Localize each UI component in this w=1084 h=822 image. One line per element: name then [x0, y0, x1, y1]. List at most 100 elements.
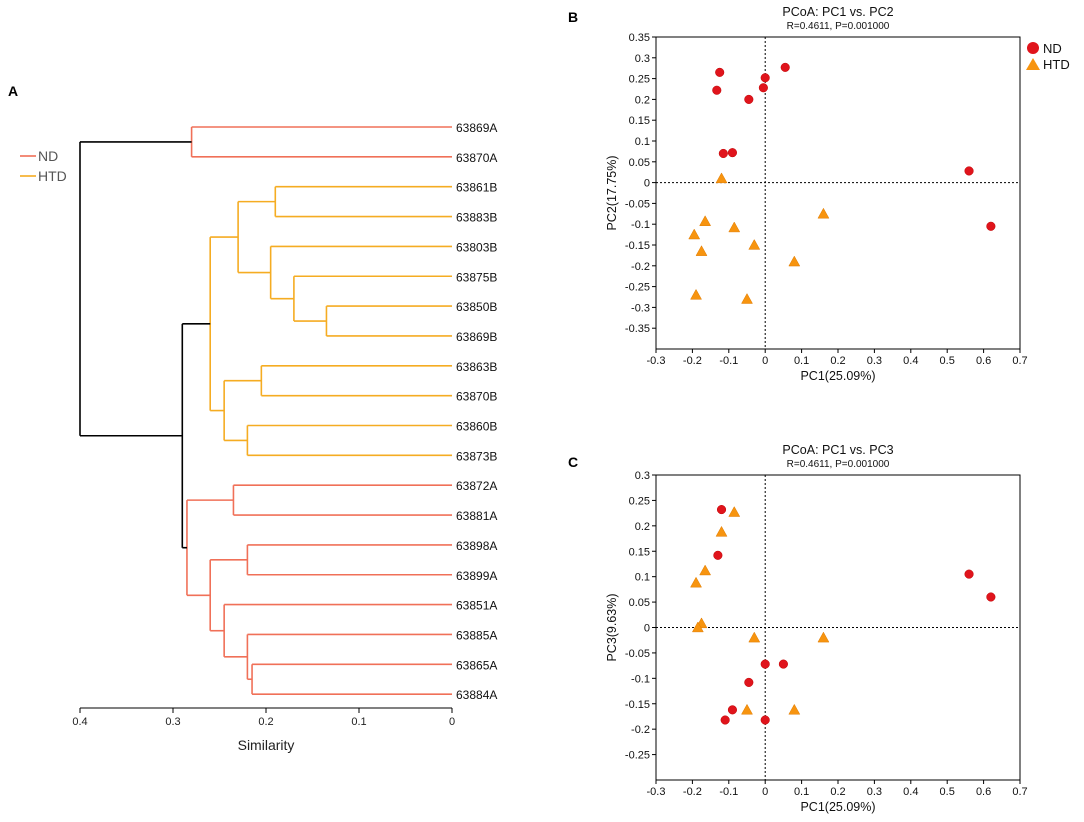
leaf-label: 63860B: [456, 420, 497, 434]
htd-point: [715, 172, 728, 184]
y-tick-label: 0.3: [635, 53, 650, 65]
leaf-label: 63851A: [456, 599, 497, 613]
leaf-label: 63881A: [456, 509, 497, 523]
plot-frame: [655, 36, 1021, 350]
leaf-label: 63803B: [456, 240, 497, 254]
legend-label: HTD: [38, 168, 67, 184]
htd-point: [788, 703, 801, 715]
y-tick-label: 0.05: [629, 597, 650, 609]
leaf-label: 63872A: [456, 479, 497, 493]
leaf-label: 63850B: [456, 300, 497, 314]
htd-point: [691, 621, 704, 633]
y-tick-label: -0.1: [631, 219, 650, 231]
x-tick-label: -0.2: [683, 355, 702, 367]
y-tick-label: -0.15: [625, 699, 650, 711]
y-tick-label: -0.2: [631, 724, 650, 736]
pcoa-pc1-pc3-panel: PCoA: PC1 vs. PC3 R=0.4611, P=0.001000 -0.…: [605, 443, 1028, 814]
legend-label: ND: [38, 148, 58, 164]
nd-point: [720, 715, 730, 725]
nd-point: [758, 83, 768, 93]
x-tick-label: 0.2: [830, 355, 845, 367]
similarity-tick-label: 0.2: [258, 716, 273, 728]
plot-title: PCoA: PC1 vs. PC2: [782, 5, 893, 19]
nd-point: [986, 592, 996, 602]
x-tick-label: 0: [762, 786, 768, 798]
similarity-tick-label: 0.3: [165, 716, 180, 728]
panel-label-b: B: [568, 9, 578, 25]
dendrogram-branches: [79, 126, 452, 695]
nd-point: [760, 715, 770, 725]
plot-subtitle: R=0.4611, P=0.001000: [787, 459, 890, 470]
y-tick-label: 0.35: [629, 32, 650, 44]
plot-subtitle: R=0.4611, P=0.001000: [787, 21, 890, 32]
legend-nd-marker: [1027, 42, 1039, 54]
x-axis-title: PC1(25.09%): [800, 800, 875, 814]
y-tick-label: -0.2: [631, 261, 650, 273]
nd-point: [713, 550, 723, 560]
dendrogram-leaf-labels: 63869A 63870A 63861B 63883B 63803B 63875B 6385…: [456, 121, 497, 702]
x-tick-label: 0.7: [1012, 786, 1027, 798]
nd-point: [760, 659, 770, 669]
y-tick-label: -0.35: [625, 323, 650, 335]
leaf-label: 63865A: [456, 658, 497, 672]
legend-label: ND: [1043, 41, 1062, 56]
panel-label-c: C: [568, 454, 578, 470]
leaf-label: 63873B: [456, 449, 497, 463]
y-tick-label: 0.25: [629, 495, 650, 507]
y-tick-label: -0.15: [625, 240, 650, 252]
similarity-axis-title: Similarity: [238, 737, 295, 753]
nd-point: [986, 221, 996, 231]
leaf-label: 63869B: [456, 330, 497, 344]
htd-point: [690, 576, 702, 588]
htd-point: [788, 255, 801, 267]
htd-point: [748, 631, 761, 643]
x-tick-label: -0.1: [719, 786, 738, 798]
leaf-label: 63885A: [456, 628, 497, 642]
y-tick-label: 0.3: [635, 470, 650, 482]
leaf-label: 63861B: [456, 181, 497, 195]
y-tick-label: 0: [644, 178, 650, 190]
x-axis-title: PC1(25.09%): [800, 369, 875, 383]
leaf-label: 63883B: [456, 211, 497, 225]
leaf-label: 63899A: [456, 569, 497, 583]
similarity-tick-label: 0.1: [351, 716, 366, 728]
y-axis-title: PC2(17.75%): [605, 155, 619, 230]
x-tick-label: 0.1: [794, 786, 809, 798]
dendrogram-panel: 63869A 63870A 63861B 63883B 63803B 63875B 6385…: [20, 121, 497, 753]
similarity-tick-label: 0: [449, 716, 455, 728]
nd-point: [760, 73, 770, 83]
nd-point: [712, 85, 722, 95]
x-tick-label: 0: [762, 355, 768, 367]
y-tick-label: 0.1: [635, 572, 650, 584]
x-tick-label: 0.2: [830, 786, 845, 798]
y-tick-label: -0.05: [625, 648, 650, 660]
htd-point: [690, 288, 702, 300]
x-tick-label: 0.5: [940, 355, 955, 367]
y-tick-label: 0.25: [629, 74, 650, 86]
legend-htd-marker: [1026, 58, 1040, 70]
htd-point: [728, 221, 741, 233]
similarity-tick-label: 0.4: [72, 716, 87, 728]
htd-point: [699, 564, 712, 576]
x-tick-label: 0.1: [794, 355, 809, 367]
leaf-label: 63875B: [456, 270, 497, 284]
htd-point: [688, 228, 701, 240]
htd-point: [748, 238, 761, 250]
htd-point: [699, 215, 712, 226]
htd-point: [817, 207, 830, 219]
pcoa-pc1-pc2-panel: PCoA: PC1 vs. PC2 R=0.4611, P=0.001000 -0.…: [605, 5, 1070, 383]
x-tick-label: 0.4: [903, 355, 918, 367]
y-tick-label: 0.15: [629, 546, 650, 558]
nd-point: [744, 94, 754, 104]
y-tick-label: 0.2: [635, 521, 650, 533]
y-tick-label: -0.25: [625, 750, 650, 762]
y-tick-label: -0.1: [631, 673, 650, 685]
nd-point: [744, 677, 754, 687]
x-tick-label: -0.3: [647, 786, 666, 798]
leaf-label: 63870A: [456, 151, 497, 165]
y-tick-label: 0: [644, 623, 650, 635]
plot-title: PCoA: PC1 vs. PC3: [782, 443, 893, 457]
nd-point: [727, 148, 737, 158]
nd-point: [718, 148, 728, 159]
x-tick-label: -0.1: [719, 355, 738, 367]
